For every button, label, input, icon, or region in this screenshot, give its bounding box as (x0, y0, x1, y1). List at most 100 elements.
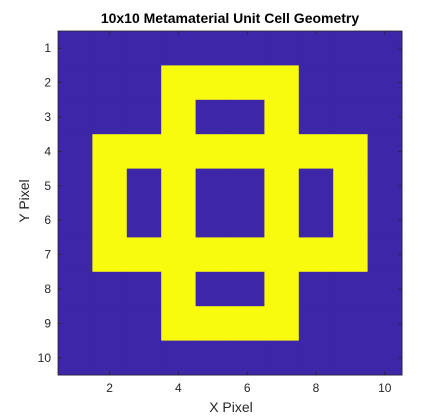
heatmap-cell (195, 237, 231, 273)
x-tick-label: 8 (313, 381, 320, 395)
heatmap-cell (126, 237, 162, 273)
heatmap-cell (126, 134, 162, 170)
heatmap-cell (92, 340, 128, 376)
heatmap-cell (230, 203, 265, 238)
heatmap-cell (92, 168, 128, 204)
heatmap-cell (126, 168, 162, 204)
y-tick-label: 9 (44, 316, 51, 330)
heatmap-cell (367, 237, 403, 273)
heatmap-cell (333, 31, 369, 66)
heatmap-cell (230, 65, 265, 101)
x-tick-label: 10 (378, 381, 392, 395)
heatmap-cell (264, 271, 300, 307)
heatmap-cell (195, 31, 231, 66)
heatmap-cell (230, 237, 265, 273)
heatmap-cell (161, 168, 197, 204)
heatmap-cell (367, 271, 403, 307)
heatmap-cell (230, 340, 265, 376)
y-tick-label: 3 (44, 110, 51, 124)
heatmap-cell (195, 168, 231, 204)
y-tick-label: 5 (44, 179, 51, 193)
heatmap-cell (367, 168, 403, 204)
heatmap-cell (126, 271, 162, 307)
heatmap-cell (298, 271, 334, 307)
heatmap-cell (58, 65, 93, 101)
heatmap-cell (92, 271, 128, 307)
heatmap-cell (298, 237, 334, 273)
heatmap-cell (92, 31, 128, 66)
heatmap-cell (298, 203, 334, 238)
heatmap-cell (58, 237, 93, 273)
heatmap-cell (126, 340, 162, 376)
heatmap-cell (367, 306, 403, 342)
heatmap-cell (92, 237, 128, 273)
heatmap-cell (298, 134, 334, 170)
heatmap-cell (58, 99, 93, 135)
heatmap-cell (195, 203, 231, 238)
heatmap-cell (367, 203, 403, 238)
heatmap-cell (367, 340, 403, 376)
heatmap-cell (58, 31, 93, 66)
heatmap-cell (161, 340, 197, 376)
heatmap-cell (92, 203, 128, 238)
y-tick-label: 6 (44, 213, 51, 227)
heatmap-cell (161, 31, 197, 66)
heatmap-cell (264, 65, 300, 101)
x-tick-label: 4 (175, 381, 182, 395)
heatmap-cell (264, 99, 300, 135)
heatmap-cell (161, 271, 197, 307)
heatmap-cell (298, 99, 334, 135)
heatmap-cell (333, 306, 369, 342)
heatmap-cell (367, 65, 403, 101)
heatmap-cell (195, 271, 231, 307)
heatmap-cell (161, 306, 197, 342)
heatmap-cell (230, 168, 265, 204)
heatmap-cell (264, 168, 300, 204)
y-tick-label: 8 (44, 282, 51, 296)
heatmap-cell (367, 134, 403, 170)
heatmap-cell (92, 306, 128, 342)
heatmap-cell (264, 237, 300, 273)
heatmap-cell (333, 99, 369, 135)
heatmap-cells (58, 31, 403, 376)
heatmap-cell (195, 340, 231, 376)
heatmap-cell (161, 203, 197, 238)
y-tick-label: 7 (44, 248, 51, 262)
heatmap-cell (298, 306, 334, 342)
heatmap-cell (161, 237, 197, 273)
heatmap-cell (264, 31, 300, 66)
heatmap-cell (367, 31, 403, 66)
heatmap-cell (58, 134, 93, 170)
x-tick-label: 6 (244, 381, 251, 395)
heatmap-cell (58, 306, 93, 342)
heatmap-cell (58, 271, 93, 307)
heatmap-cell (195, 65, 231, 101)
heatmap-cell (58, 340, 93, 376)
y-axis-label: Y Pixel (16, 179, 32, 222)
heatmap-cell (230, 31, 265, 66)
x-axis-label: X Pixel (209, 399, 253, 415)
heatmap-cell (126, 99, 162, 135)
y-tick-label: 1 (44, 41, 51, 55)
heatmap-cell (264, 203, 300, 238)
heatmap-cell (92, 99, 128, 135)
chart-title: 10x10 Metamaterial Unit Cell Geometry (101, 10, 360, 26)
heatmap-cell (126, 203, 162, 238)
heatmap-cell (58, 203, 93, 238)
heatmap-cell (264, 134, 300, 170)
heatmap-cell (333, 271, 369, 307)
heatmap-cell (126, 31, 162, 66)
heatmap-cell (333, 203, 369, 238)
heatmap-cell (333, 168, 369, 204)
heatmap-cell (230, 306, 265, 342)
heatmap-cell (298, 31, 334, 66)
heatmap-cell (298, 168, 334, 204)
heatmap-cell (298, 340, 334, 376)
y-axis-ticks: 1 2 3 4 5 6 7 8 9 10 (38, 41, 402, 365)
heatmap-cell (264, 340, 300, 376)
x-axis-ticks: 2 4 6 8 10 (106, 31, 392, 395)
x-tick-label: 2 (106, 381, 113, 395)
plot-frame (57, 30, 403, 376)
y-tick-label: 10 (38, 351, 52, 365)
